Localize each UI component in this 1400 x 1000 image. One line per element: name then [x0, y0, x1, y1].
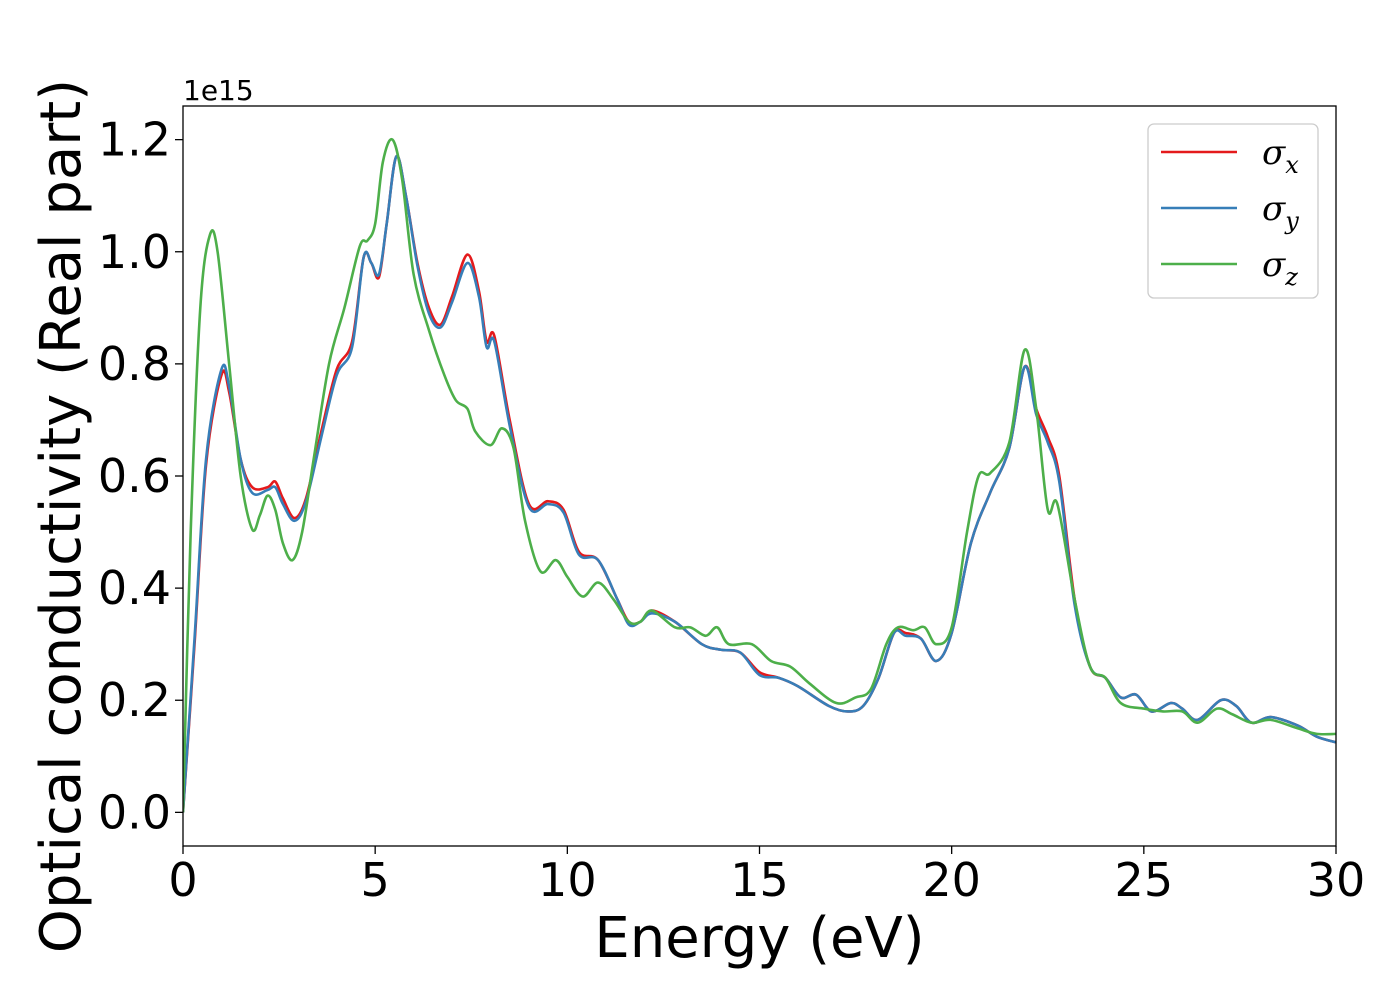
x-tick-label: 10 [538, 853, 597, 907]
legend-box [1147, 123, 1319, 299]
y-axis: 0.0 0.2 0.4 0.6 0.8 1.0 1.2 [98, 113, 183, 839]
x-axis: 0 5 10 15 20 25 30 [168, 846, 1365, 907]
x-tick-label: 30 [1307, 853, 1366, 907]
x-axis-title: Energy (eV) [594, 906, 924, 971]
x-tick-label: 5 [361, 853, 390, 907]
y-tick-label: 0.8 [98, 337, 171, 391]
y-axis-title: Optical conductivity (Real part) [29, 79, 94, 953]
y-tick-label: 0.2 [98, 673, 171, 727]
legend: σx σy σz [1147, 123, 1319, 299]
x-tick-label: 25 [1115, 853, 1174, 907]
legend-entry-z: σz [1262, 245, 1298, 291]
series-line-z [183, 137, 1336, 813]
y-tick-label: 1.2 [98, 113, 171, 167]
x-tick-label: 0 [168, 853, 197, 907]
y-tick-label: 1.0 [98, 225, 171, 279]
y-tick-label: 0.0 [98, 785, 171, 839]
x-tick-label: 20 [922, 853, 981, 907]
y-tick-label: 0.4 [98, 561, 171, 615]
y-offset-label: 1e15 [183, 74, 254, 107]
y-tick-label: 0.6 [98, 449, 171, 503]
legend-entry-x: σx [1262, 133, 1299, 179]
x-tick-label: 15 [730, 853, 789, 907]
legend-entry-y: σy [1262, 189, 1299, 235]
plot-lines [183, 137, 1336, 813]
